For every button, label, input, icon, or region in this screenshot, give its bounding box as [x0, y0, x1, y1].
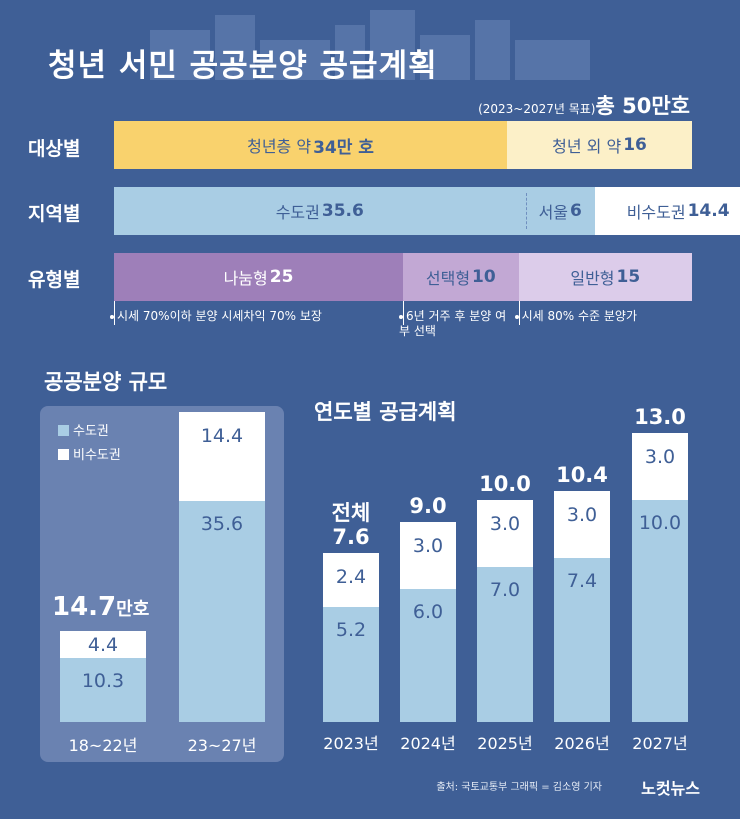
- breakdown-segment: 서울 6: [525, 187, 595, 235]
- segment-value: 35.6: [321, 201, 364, 221]
- legend-label-noncapital: 비수도권: [73, 448, 121, 463]
- bar-value-label: 35.6: [200, 513, 244, 536]
- segment-value: 10: [472, 267, 496, 287]
- breakdown-segment: 일반형 15: [518, 253, 692, 301]
- type-note: 6년 거주 후 분양 여부 선택: [399, 309, 515, 339]
- legend-label-capital: 수도권: [73, 424, 109, 439]
- x-tick-label: 2024년: [400, 734, 456, 753]
- page-subtitle: (2023~2027년 목표)총 50만호: [478, 90, 690, 120]
- x-tick-label: 2027년: [632, 734, 688, 753]
- x-tick-label: 23~27년: [187, 736, 257, 755]
- bar-value-label: 6.0: [412, 600, 444, 623]
- bar-total-unit: 만호: [116, 598, 150, 620]
- segment-value: 25: [269, 267, 294, 287]
- bar-total-label: 9.0: [409, 494, 447, 519]
- segment-value: 15: [616, 267, 641, 287]
- bar-total-label: 13.0: [634, 405, 686, 430]
- bar-value-label: 3.0: [412, 535, 444, 558]
- yearly-bar-noncapital: [632, 433, 688, 500]
- bar-value-label: 10.0: [638, 512, 682, 534]
- breakdown-segment: 청년 외 약 16: [507, 121, 692, 169]
- bar-total-label: 10.0: [479, 472, 531, 496]
- segment-name: 선택형: [425, 269, 471, 288]
- x-tick-label: 18~22년: [68, 736, 138, 755]
- bar-total-label: 전체 7.6: [331, 501, 371, 550]
- region-divider: [525, 193, 528, 229]
- bar-value-label: 4.4: [87, 633, 119, 656]
- segment-name: 청년 외 약: [552, 137, 622, 156]
- breakdown-segment: 나눔형 25: [114, 253, 403, 301]
- page-title: 청년 서민 공공분양 공급계획: [48, 48, 438, 84]
- bar-value-label: 3.0: [489, 513, 521, 535]
- legend-item-noncapital: 비수도권: [58, 444, 121, 463]
- yearly-bar-noncapital: [400, 522, 456, 589]
- breakdown-segment: 수도권 35.6: [114, 187, 526, 235]
- period-label: (2023~2027년 목표): [478, 102, 596, 116]
- yearly-title: 연도별 공급계획: [314, 400, 457, 424]
- yearly-bar-capital: [400, 588, 456, 722]
- skyline-illustration: [150, 10, 590, 80]
- row-label-type: 유형별: [28, 269, 81, 291]
- bar-total-label: 10.4: [556, 463, 608, 488]
- credit-text: 출처: 국토교통부 그래픽 = 김소영 기자: [436, 782, 602, 793]
- yearly-bar-noncapital: [554, 491, 610, 558]
- legend-swatch-capital: [58, 425, 69, 436]
- yearly-bar-capital: [323, 606, 379, 722]
- segment-name: 나눔형: [223, 269, 268, 288]
- segment-value: 14.4: [687, 201, 730, 221]
- legend-swatch-noncapital: [58, 449, 69, 460]
- segment-name: 일반형: [570, 269, 615, 288]
- yearly-bar-capital: [632, 500, 688, 722]
- row-label-target: 대상별: [28, 138, 81, 160]
- total-label: 총 50만호: [595, 94, 691, 118]
- scale-bar-noncapital: [179, 412, 265, 502]
- row-label-region: 지역별: [28, 203, 81, 225]
- x-tick-label: 2026년: [554, 734, 610, 753]
- yearly-bar-noncapital: [323, 553, 379, 607]
- bar-value-label: 3.0: [644, 446, 676, 469]
- breakdown-segment: 청년층 약 34만 호: [114, 121, 508, 169]
- scale-bar-noncapital: [60, 630, 146, 659]
- yearly-bar-capital: [554, 557, 610, 722]
- breakdown-segment: 선택형 10: [403, 253, 519, 301]
- scale-title: 공공분양 규모: [44, 370, 168, 394]
- segment-name: 서울: [538, 203, 569, 222]
- segment-name: 청년층 약: [247, 137, 312, 156]
- scale-bar-capital: [179, 501, 265, 722]
- segment-name: 비수도권: [626, 203, 686, 222]
- segment-value: 6: [570, 201, 582, 221]
- breakdown-segment: 비수도권 14.4: [594, 187, 740, 235]
- type-note: 시세 70%이하 분양 시세차익 70% 보장: [110, 309, 400, 324]
- segment-name: 수도권: [275, 203, 320, 222]
- yearly-bar-noncapital: [477, 500, 533, 567]
- bar-value-label: 14.4: [200, 425, 244, 447]
- scale-bar-capital: [60, 658, 146, 722]
- bar-value-label: 10.3: [81, 670, 125, 693]
- bar-value-label: 7.4: [566, 569, 598, 592]
- legend-item-capital: 수도권: [58, 420, 109, 439]
- yearly-bar-capital: [477, 566, 533, 722]
- brand-logo: 노컷뉴스: [641, 779, 700, 798]
- x-tick-label: 2025년: [477, 734, 533, 753]
- bar-value-label: 2.4: [335, 566, 367, 589]
- segment-value: 16: [623, 135, 647, 155]
- bar-total-label: 14.7만호: [52, 591, 150, 622]
- x-tick-label: 2023년: [323, 734, 379, 753]
- bar-value-label: 7.0: [489, 578, 521, 601]
- bar-total-number: 14.7: [52, 591, 117, 622]
- segment-value: 34만 호: [313, 137, 374, 158]
- type-note: 시세 80% 수준 분양가: [515, 309, 740, 324]
- bar-value-label: 5.2: [335, 618, 367, 641]
- bar-value-label: 3.0: [566, 504, 598, 527]
